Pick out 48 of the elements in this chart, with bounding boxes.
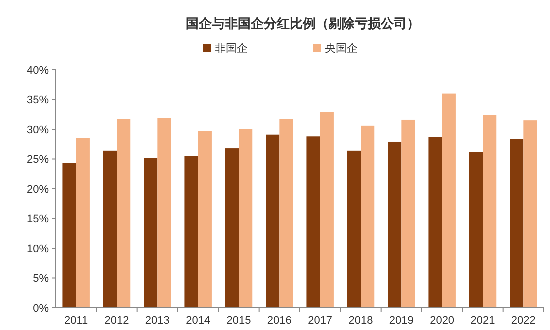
bar <box>225 148 239 308</box>
y-tick-label: 20% <box>26 184 50 196</box>
y-tick-label: 5% <box>33 273 50 286</box>
bar <box>483 115 497 308</box>
bar <box>280 119 294 308</box>
bar <box>76 138 90 308</box>
bar <box>184 156 198 308</box>
x-tick-label: 2011 <box>64 315 88 327</box>
bar <box>117 119 131 308</box>
bar <box>524 120 538 308</box>
bar <box>442 94 456 308</box>
x-tick-label: 2022 <box>511 315 536 327</box>
bar <box>198 131 212 308</box>
x-tick-label: 2012 <box>104 315 130 327</box>
bar <box>510 139 524 308</box>
x-tick-label: 2019 <box>389 315 414 327</box>
y-tick-label: 15% <box>26 214 50 226</box>
x-tick-label: 2015 <box>226 315 252 327</box>
x-tick-label: 2021 <box>470 315 496 327</box>
bar <box>428 137 442 308</box>
chart-title: 国企与非国企分红比例（剔除亏损公司） <box>186 16 420 31</box>
bar <box>388 142 402 308</box>
y-tick-label: 30% <box>26 124 50 136</box>
bar <box>239 130 253 308</box>
bar <box>103 150 117 308</box>
bar <box>158 118 172 308</box>
legend-label: 非国企 <box>215 42 248 55</box>
y-tick-label: 40% <box>26 64 50 77</box>
bar <box>306 136 320 308</box>
y-tick-label: 10% <box>26 243 50 256</box>
bar <box>469 152 483 308</box>
x-tick-label: 2017 <box>308 315 333 327</box>
x-tick-label: 2020 <box>430 315 455 327</box>
x-tick-label: 2018 <box>348 315 374 327</box>
x-tick-label: 2013 <box>145 315 170 327</box>
bar <box>347 150 361 308</box>
legend-label: 央国企 <box>325 42 358 55</box>
bar <box>320 112 334 308</box>
bar <box>361 126 375 308</box>
y-tick-label: 0% <box>33 302 50 315</box>
bar <box>402 120 416 308</box>
y-tick-label: 35% <box>26 94 50 107</box>
bar <box>62 163 76 308</box>
y-tick-label: 25% <box>26 154 50 166</box>
bar <box>144 158 158 308</box>
bar <box>266 134 280 308</box>
x-tick-label: 2014 <box>186 315 211 327</box>
x-tick-label: 2016 <box>267 315 292 327</box>
